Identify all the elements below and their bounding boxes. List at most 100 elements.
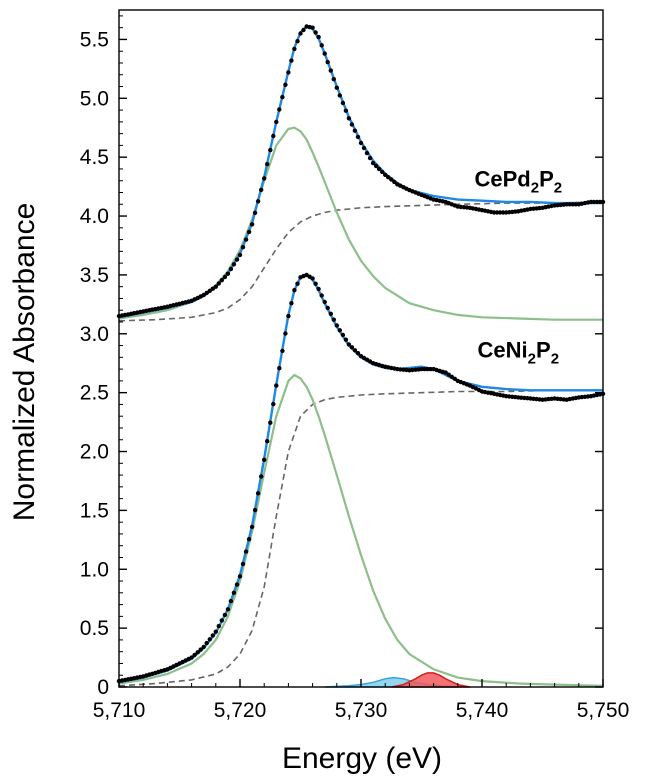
data-point [497,210,503,215]
data-point [219,618,224,623]
data-point [361,145,367,151]
plot-frame [118,9,604,688]
data-point [331,77,336,82]
data-point [225,271,231,276]
data-point [240,245,246,250]
data-point [334,85,339,90]
data-point [249,222,255,227]
data-point [268,420,273,425]
data-point [265,162,270,167]
data-point [231,262,237,267]
data-point [259,474,264,479]
data-point [446,372,451,377]
data-point [216,623,221,629]
data-point [189,655,194,660]
data-point [240,561,246,567]
data-point [271,133,276,139]
data-point [567,202,572,207]
data-point [274,383,279,388]
data-point [246,537,252,542]
fit-line-1 [118,273,603,684]
data-point [355,134,361,140]
data-point [358,140,364,146]
step-line-0 [118,201,604,322]
data-point [237,252,243,258]
data-point [204,640,209,646]
data-point [364,150,370,156]
y-tick-label: 1.0 [80,558,109,581]
data-point [252,210,258,215]
subscript: 2 [551,350,559,367]
data-point [228,266,234,272]
data-point [265,439,270,444]
data-point [234,582,240,587]
data-point [216,281,221,286]
data-point [313,30,318,35]
data-point [234,257,240,262]
data-point [376,166,382,172]
data-point [325,59,330,65]
formula-part: CePd [474,167,530,192]
data-point [349,345,355,350]
data-point [389,177,394,182]
data-point [277,107,282,112]
data-point [340,332,346,338]
y-tick-label: 2.5 [80,382,109,405]
data-point [255,199,261,204]
data-point [373,163,379,169]
data-point [340,100,346,106]
data-point [370,160,376,166]
data-point [286,70,291,75]
y-tick-label: 5.0 [80,87,109,110]
data-points-0 [116,24,606,319]
data-point [343,108,349,113]
data-point [201,644,206,650]
data-point [289,58,294,63]
data-point [195,650,200,655]
data-point [219,278,224,283]
subscript: 2 [528,350,536,367]
y-tick-label: 0 [97,676,109,699]
series-annotation-0: CePd2P2 [474,167,562,197]
data-point [225,607,231,612]
data-point [325,305,330,311]
data-point [213,629,218,634]
formula-part: P [539,167,554,192]
data-point [386,175,391,180]
data-point [204,290,209,296]
data-point [286,313,291,319]
data-point [322,51,327,56]
data-point [334,323,339,328]
data-point [352,128,358,133]
data-point [228,598,234,604]
data-point [292,46,297,52]
data-point [237,574,243,579]
data-point [328,311,333,316]
data-point [283,331,288,336]
y-tick-label: 4.0 [80,205,109,228]
formula-part: CeNi [478,337,528,362]
data-point [310,276,315,281]
data-point [277,366,282,371]
data-point [591,199,597,205]
data-point [262,457,267,462]
data-point [289,301,294,306]
data-point [255,491,261,496]
data-point [192,652,197,658]
formula-part: P [536,337,551,362]
data-point [298,31,303,36]
y-axis-title: Normalized Absorbance [8,203,41,522]
data-point [280,94,285,100]
x-tick-label: 5,720 [214,699,267,722]
data-point [274,119,279,125]
y-tick-label: 0.5 [80,617,109,640]
data-point [337,93,342,98]
data-point [268,147,273,153]
data-point [295,39,300,44]
data-point [259,187,264,192]
data-point [322,299,327,305]
x-tick-label: 5,740 [456,699,509,722]
data-point [383,172,388,177]
data-point [271,401,276,407]
